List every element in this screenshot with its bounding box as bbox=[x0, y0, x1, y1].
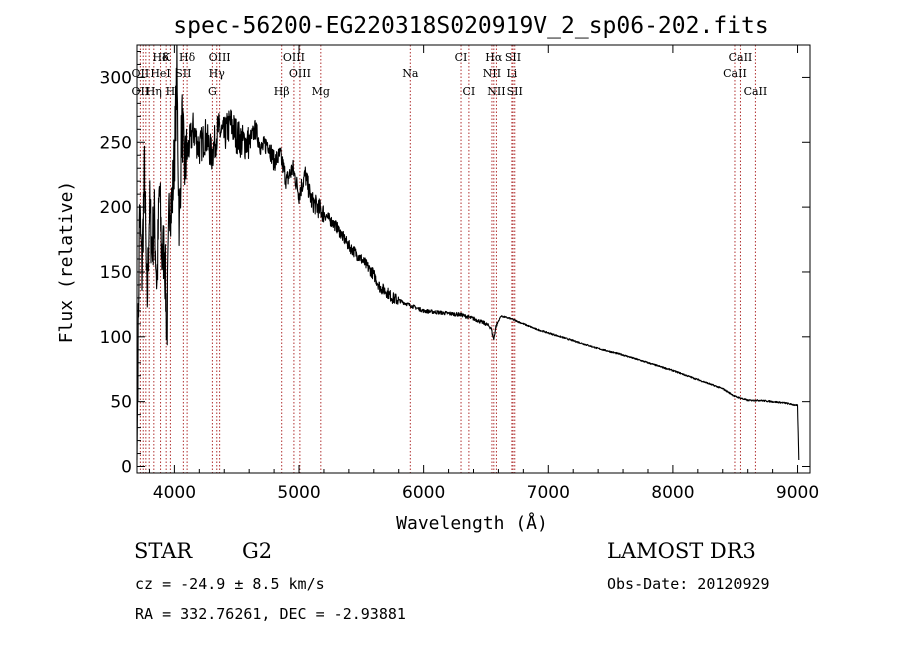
line-label-mid-6: NII bbox=[483, 67, 501, 80]
line-label-bot-5: Mg bbox=[312, 85, 330, 98]
x-axis-ticks: 4000 5000 6000 7000 8000 9000 bbox=[148, 45, 819, 503]
line-label-mid-7: Li bbox=[506, 67, 517, 80]
line-label-mid-4: OIII bbox=[289, 67, 311, 80]
x-tick-label-0: 4000 bbox=[153, 483, 196, 503]
line-label-mid-5: Na bbox=[402, 67, 419, 80]
line-label-bot-7: NII bbox=[487, 85, 505, 98]
line-label-top-5: CI bbox=[455, 51, 468, 64]
line-label-bot-3: G bbox=[208, 85, 217, 98]
y-tick-label-1: 50 bbox=[110, 393, 132, 413]
y-tick-label-6: 300 bbox=[100, 68, 132, 88]
redshift-info: cz = -24.9 ± 8.5 km/s bbox=[135, 575, 325, 593]
line-label-top-1: K bbox=[162, 51, 171, 64]
x-tick-label-3: 7000 bbox=[527, 483, 570, 503]
coordinates: RA = 332.76261, DEC = -2.93881 bbox=[135, 605, 406, 623]
line-label-bot-6: CI bbox=[463, 85, 476, 98]
x-axis-label: Wavelength (Å) bbox=[396, 512, 548, 534]
line-label-bot-2: H bbox=[166, 85, 176, 98]
line-label-bot-8: SII bbox=[507, 85, 523, 98]
line-label-mid-1: HeI bbox=[150, 67, 170, 80]
line-label-bot-9: CaII bbox=[744, 85, 768, 98]
survey-name: LAMOST DR3 bbox=[607, 539, 756, 563]
object-subclass: G2 bbox=[242, 539, 272, 563]
line-label-top-8: CaII bbox=[729, 51, 753, 64]
line-label-mid-3: Hγ bbox=[209, 67, 226, 80]
line-label-mid-8: CaII bbox=[723, 67, 747, 80]
y-tick-label-0: 0 bbox=[121, 458, 132, 478]
y-tick-label-4: 200 bbox=[100, 198, 132, 218]
line-label-top-4: OIII bbox=[283, 51, 305, 64]
line-label-bot-4: Hβ bbox=[274, 85, 290, 98]
x-tick-label-1: 5000 bbox=[277, 483, 320, 503]
spectral-line-markers bbox=[139, 45, 756, 473]
y-tick-label-3: 150 bbox=[100, 263, 132, 283]
obs-date: Obs-Date: 20120929 bbox=[607, 575, 770, 593]
line-label-top-3: OIII bbox=[209, 51, 231, 64]
plot-frame bbox=[136, 44, 811, 474]
line-label-bot-1: Hη bbox=[146, 85, 162, 98]
line-label-mid-2: SII bbox=[175, 67, 191, 80]
line-label-top-2: Hδ bbox=[179, 51, 196, 64]
x-tick-label-4: 8000 bbox=[651, 483, 694, 503]
x-tick-label-2: 6000 bbox=[402, 483, 445, 503]
y-axis-ticks: 0 50 100 150 200 250 300 bbox=[100, 50, 810, 478]
object-class: STAR bbox=[134, 539, 193, 563]
line-label-top-7: SII bbox=[505, 51, 521, 64]
chart-title: spec-56200-EG220318S020919V_2_sp06-202.f… bbox=[173, 13, 768, 39]
y-tick-label-5: 250 bbox=[100, 133, 132, 153]
line-label-top-0: Hδ bbox=[152, 51, 169, 64]
y-tick-label-2: 100 bbox=[100, 328, 132, 348]
line-label-bot-0: OII bbox=[132, 85, 150, 98]
line-label-top-6: Hα bbox=[485, 51, 503, 64]
y-axis-label: Flux (relative) bbox=[56, 181, 77, 344]
spectrum-line bbox=[136, 44, 800, 461]
line-label-mid-0: OII bbox=[132, 67, 150, 80]
x-tick-label-5: 9000 bbox=[776, 483, 819, 503]
